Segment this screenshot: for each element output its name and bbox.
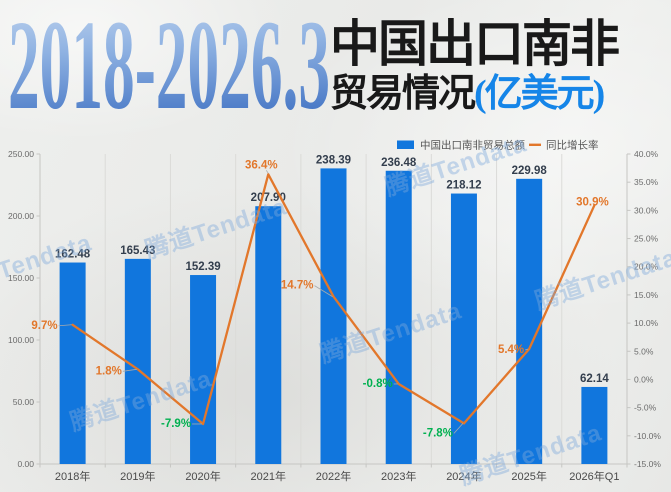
title-subtitle-black: 贸易情况 <box>330 73 476 115</box>
bar-value-label: 162.48 <box>55 249 91 261</box>
bar-2020年 <box>190 275 217 464</box>
legend-label-line: 同比增长率 <box>546 139 599 152</box>
bar-2026年Q1 <box>581 386 608 464</box>
left-axis-tick: 0.00 <box>17 459 34 469</box>
bar-value-label: 152.39 <box>185 261 220 273</box>
bar-value-label: 165.43 <box>120 245 155 257</box>
bar-2023年 <box>385 170 412 464</box>
x-axis-label: 2020年 <box>185 469 220 483</box>
x-axis-label: 2024年 <box>446 469 481 483</box>
growth-label: 14.7% <box>281 280 314 292</box>
growth-label: -7.9% <box>161 418 191 430</box>
right-axis-tick: 20.0% <box>634 262 659 272</box>
right-axis-labels: 40.0% 35.0% 30.0% 25.0% 20.0% 15.0% 10.0% 5.0% 0… <box>627 149 661 469</box>
trade-combo-chart: 250.00 200.00 150.00 100.00 50.00 0.00 40.0% 35… <box>8 139 661 484</box>
title-subtitle-unit: (亿美元) <box>474 73 605 115</box>
x-axis-label: 2022年 <box>316 469 351 483</box>
title-years-graphic: 2018-2026.3 <box>8 6 330 128</box>
growth-label: 30.9% <box>576 196 609 208</box>
bar-value-label: 62.14 <box>580 373 609 385</box>
bars <box>59 168 608 465</box>
bar-2019年 <box>124 258 151 464</box>
right-axis-tick: 30.0% <box>634 205 659 215</box>
legend: 中国出口南非贸易总额 同比增长率 <box>397 139 599 152</box>
growth-label: -0.8% <box>363 378 393 390</box>
label-leader-lines <box>58 170 529 434</box>
x-axis-label: 2019年 <box>120 469 155 483</box>
right-axis-tick: 10.0% <box>634 318 659 328</box>
growth-line <box>71 173 596 426</box>
bar-value-label: 236.48 <box>381 157 417 169</box>
bar-value-label: 238.39 <box>316 154 351 166</box>
growth-labels: 9.7% 1.8% -7.9% 36.4% 14.7% -0.8% -7.8% 5.4% 30.… <box>31 159 608 439</box>
bar-value-label: 218.12 <box>446 180 481 192</box>
title-block: 中国出口南非 贸易情况(亿美元) <box>330 16 670 116</box>
left-axis-tick: 250.00 <box>8 149 34 159</box>
legend-bar-swatch <box>397 140 414 149</box>
x-axis-label: 2018年 <box>55 469 90 483</box>
right-axis-tick: -10.0% <box>634 431 661 441</box>
legend-label-bars: 中国出口南非贸易总额 <box>420 139 525 152</box>
right-axis-tick: -5.0% <box>634 403 657 413</box>
left-axis-tick: 100.00 <box>8 335 34 345</box>
growth-label: -7.8% <box>423 427 453 439</box>
bar-value-label: 207.90 <box>251 192 286 204</box>
right-axis-tick: 35.0% <box>634 177 659 187</box>
growth-label: 36.4% <box>245 159 278 171</box>
growth-label: 1.8% <box>96 365 122 377</box>
growth-label: 9.7% <box>31 320 57 332</box>
bar-2025年 <box>516 178 543 464</box>
x-axis-label: 2023年 <box>381 469 416 483</box>
right-axis-tick: -15.0% <box>634 459 661 469</box>
right-axis-tick: 5.0% <box>634 346 654 356</box>
right-axis-tick: 25.0% <box>634 234 659 244</box>
left-axis-tick: 150.00 <box>8 273 34 283</box>
bar-2018年 <box>59 262 86 464</box>
growth-label: 5.4% <box>498 344 524 356</box>
gridlines <box>104 154 563 464</box>
bar-value-label: 229.98 <box>512 165 548 177</box>
header: 2018-2026.3 中国出口南非 贸易情况(亿美元) <box>0 0 671 130</box>
title-subtitle: 贸易情况(亿美元) <box>330 72 670 116</box>
bar-value-labels: 162.48 165.43 152.39 207.90 238.39 236.48 218.… <box>55 154 609 385</box>
x-axis-label: 2026年Q1 <box>569 469 619 483</box>
x-axis-label: 2021年 <box>251 469 286 483</box>
title-main: 中国出口南非 <box>330 16 620 72</box>
left-axis-tick: 200.00 <box>8 211 34 221</box>
right-axis-tick: 15.0% <box>634 290 659 300</box>
x-axis-label: 2025年 <box>511 469 546 483</box>
left-axis-tick: 50.00 <box>13 397 35 407</box>
right-axis-tick: 0.0% <box>634 374 654 384</box>
title-years: 2018-2026.3 <box>8 6 330 128</box>
bar-2022年 <box>320 168 347 464</box>
right-axis-tick: 40.0% <box>634 149 659 159</box>
bar-2021年 <box>255 206 282 464</box>
left-axis-labels: 250.00 200.00 150.00 100.00 50.00 0.00 <box>8 149 40 469</box>
x-axis-labels: 2018年 2019年 2020年 2021年 2022年 2023年 2024年 2025年… <box>39 464 628 483</box>
